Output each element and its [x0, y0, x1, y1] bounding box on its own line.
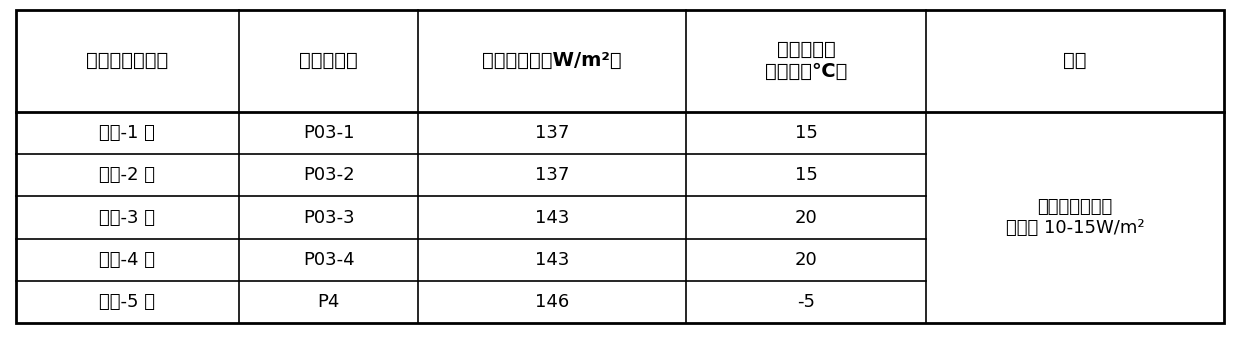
Text: -5: -5	[797, 293, 815, 311]
Text: 侧板-2 区: 侧板-2 区	[99, 166, 155, 184]
Text: 143: 143	[536, 251, 569, 269]
Text: P03-2: P03-2	[303, 166, 355, 184]
Text: 展开后外热流遮
挡约为 10-15W/m²: 展开后外热流遮 挡约为 10-15W/m²	[1006, 198, 1145, 237]
Text: 星体散热面区域: 星体散热面区域	[87, 51, 169, 70]
Text: 146: 146	[536, 293, 569, 311]
Text: 137: 137	[536, 124, 569, 142]
Text: 20: 20	[795, 209, 817, 227]
Text: 备注: 备注	[1064, 51, 1087, 70]
Text: 侧板-4 区: 侧板-4 区	[99, 251, 155, 269]
Text: 红外笼分区: 红外笼分区	[299, 51, 358, 70]
Text: P03-1: P03-1	[303, 124, 355, 142]
Text: 侧板-3 区: 侧板-3 区	[99, 209, 155, 227]
Text: 20: 20	[795, 251, 817, 269]
Text: 15: 15	[795, 124, 817, 142]
Text: P4: P4	[317, 293, 340, 311]
Bar	[16, 10, 1224, 323]
Text: P03-4: P03-4	[303, 251, 355, 269]
Text: 15: 15	[795, 166, 817, 184]
Text: 模拟外热流（W/m²）: 模拟外热流（W/m²）	[482, 51, 622, 70]
Text: 区域仿真平
均温度（℃）: 区域仿真平 均温度（℃）	[765, 40, 847, 81]
Text: 侧板-5 区: 侧板-5 区	[99, 293, 155, 311]
Text: P03-3: P03-3	[303, 209, 355, 227]
Text: 137: 137	[536, 166, 569, 184]
Bar	[16, 10, 1224, 323]
Text: 侧板-1 区: 侧板-1 区	[99, 124, 155, 142]
Text: 143: 143	[536, 209, 569, 227]
